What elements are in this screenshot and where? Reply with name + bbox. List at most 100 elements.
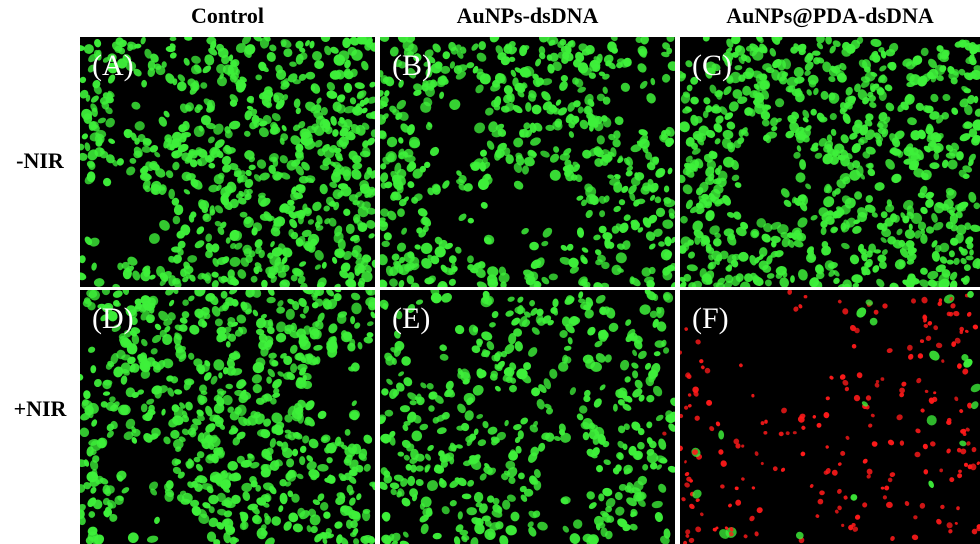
live-cell bbox=[395, 112, 403, 120]
live-cell bbox=[314, 60, 324, 70]
live-cell bbox=[315, 320, 324, 330]
live-cell bbox=[691, 142, 698, 150]
live-cell bbox=[661, 51, 670, 58]
live-cell bbox=[299, 261, 307, 267]
live-cell bbox=[441, 411, 450, 420]
live-cell bbox=[287, 199, 295, 206]
live-cell bbox=[450, 46, 459, 55]
live-cell bbox=[635, 37, 643, 43]
live-cell bbox=[151, 334, 162, 344]
live-cell bbox=[449, 442, 457, 452]
live-cell bbox=[766, 273, 775, 279]
live-cell bbox=[600, 527, 608, 537]
live-cell bbox=[83, 482, 92, 490]
live-cell bbox=[745, 45, 754, 52]
live-cell bbox=[540, 150, 550, 158]
live-cell bbox=[347, 46, 357, 56]
live-cell bbox=[94, 378, 102, 388]
live-cell bbox=[213, 123, 224, 135]
live-cell bbox=[332, 129, 339, 137]
live-cell bbox=[88, 511, 96, 518]
live-cell bbox=[604, 354, 612, 363]
live-cell bbox=[740, 221, 749, 230]
live-cell bbox=[549, 368, 558, 379]
dead-cell bbox=[741, 477, 745, 481]
live-cell bbox=[680, 174, 686, 184]
live-cell bbox=[474, 122, 486, 134]
live-cell bbox=[380, 132, 387, 140]
live-cell bbox=[150, 53, 159, 63]
live-cell bbox=[500, 105, 510, 113]
live-cell bbox=[478, 41, 487, 51]
live-cell bbox=[959, 39, 970, 47]
live-cell bbox=[905, 61, 916, 70]
live-cell bbox=[723, 86, 732, 96]
dead-cell bbox=[700, 365, 705, 370]
live-cell bbox=[598, 332, 608, 342]
live-cell bbox=[401, 356, 411, 366]
live-cell bbox=[933, 152, 940, 161]
live-cell bbox=[448, 255, 457, 264]
live-cell bbox=[408, 161, 417, 170]
live-cell bbox=[684, 106, 693, 112]
live-cell bbox=[217, 226, 225, 235]
dead-cell bbox=[741, 444, 745, 448]
live-cell bbox=[475, 268, 486, 278]
live-cell bbox=[265, 335, 274, 343]
live-cell bbox=[237, 269, 247, 279]
live-cell bbox=[939, 256, 948, 264]
live-cell bbox=[350, 68, 358, 78]
live-cell bbox=[668, 423, 675, 432]
live-cell bbox=[480, 201, 488, 209]
live-cell bbox=[637, 350, 647, 360]
live-cell bbox=[99, 147, 105, 155]
dead-cell bbox=[866, 468, 873, 475]
live-cell bbox=[680, 121, 690, 133]
live-cell bbox=[865, 113, 874, 121]
live-cell bbox=[507, 296, 515, 302]
live-cell bbox=[251, 290, 262, 298]
live-cell bbox=[612, 138, 621, 148]
live-cell bbox=[613, 181, 623, 193]
live-cell bbox=[207, 136, 215, 144]
live-cell bbox=[87, 64, 95, 73]
live-cell bbox=[317, 277, 327, 287]
live-cell bbox=[334, 521, 343, 529]
live-cell bbox=[517, 472, 525, 480]
live-cell bbox=[668, 208, 675, 217]
live-cell bbox=[367, 96, 375, 104]
live-cell bbox=[401, 227, 408, 235]
live-cell bbox=[652, 385, 663, 397]
live-cell bbox=[299, 445, 307, 454]
live-cell bbox=[651, 363, 661, 375]
live-cell bbox=[901, 242, 910, 251]
live-cell bbox=[380, 37, 390, 42]
live-cell bbox=[559, 153, 571, 161]
live-cell bbox=[927, 270, 939, 280]
live-cell bbox=[661, 339, 667, 347]
live-cell bbox=[179, 402, 186, 409]
live-cell bbox=[771, 37, 781, 45]
live-cell bbox=[439, 353, 449, 361]
live-cell bbox=[86, 290, 98, 299]
live-cell bbox=[517, 430, 524, 440]
live-cell bbox=[968, 153, 976, 162]
live-cell bbox=[632, 349, 638, 357]
live-cell bbox=[689, 206, 699, 214]
live-cell bbox=[363, 97, 370, 105]
live-cell bbox=[813, 87, 819, 96]
live-cell bbox=[330, 171, 342, 183]
live-cell bbox=[127, 356, 136, 365]
dead-cell bbox=[687, 404, 692, 408]
live-cell bbox=[596, 93, 605, 102]
live-cell bbox=[394, 162, 402, 174]
live-cell bbox=[826, 134, 833, 143]
live-cell bbox=[391, 357, 397, 365]
live-cell bbox=[478, 369, 487, 378]
live-cell bbox=[466, 438, 473, 447]
live-cell bbox=[780, 188, 790, 198]
live-cell bbox=[734, 45, 742, 53]
live-cell bbox=[962, 165, 973, 173]
live-cell bbox=[756, 218, 766, 228]
dead-cell bbox=[816, 422, 822, 428]
